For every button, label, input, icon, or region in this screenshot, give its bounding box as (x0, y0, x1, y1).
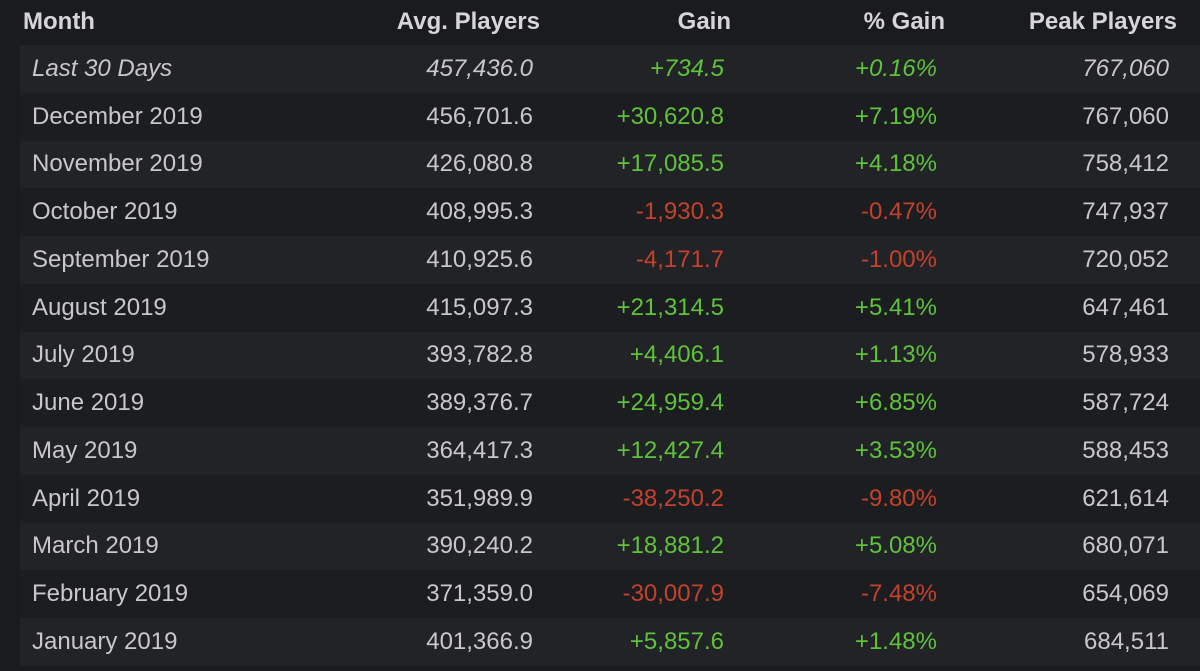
table-cell: -9.80% (860, 484, 937, 512)
table-cell: 415,097.3 (426, 293, 533, 321)
table-cell: +30,620.8 (616, 102, 724, 130)
table-cell: +1.48% (854, 627, 937, 655)
table-cell: 393,782.8 (426, 341, 533, 369)
table-cell: +0.16% (854, 54, 937, 82)
table-cell: 389,376.7 (426, 389, 533, 417)
table-cell: -4,171.7 (635, 245, 724, 273)
table-cell: February 2019 (32, 580, 189, 608)
table-cell: +12,427.4 (616, 436, 724, 464)
table-row: March 2019 390,240.2 +18,881.2 +5.08% 680,07… (20, 522, 1200, 571)
table-cell: Avg. Players (396, 8, 540, 35)
table-cell: March 2019 (32, 532, 159, 560)
table-cell: 720,052 (1082, 245, 1169, 273)
table-cell: 578,933 (1082, 341, 1169, 369)
table-cell: January 2019 (32, 627, 178, 655)
table-cell: -1,930.3 (635, 198, 724, 226)
table-cell: 457,436.0 (426, 54, 533, 82)
table-cell: 684,511 (1084, 627, 1169, 655)
table-cell: 621,614 (1082, 484, 1169, 512)
table-row: November 2019 426,080.8 +17,085.5 +4.18% 758… (20, 140, 1200, 189)
table-cell: +21,314.5 (616, 293, 724, 321)
table-cell: 410,925.6 (426, 245, 533, 273)
table-cell: 654,069 (1082, 580, 1169, 608)
table-row: June 2019 389,376.7 +24,959.4 +6.85% 587,724 (20, 379, 1200, 427)
table-cell: 426,080.8 (426, 150, 533, 178)
table-row: July 2019 393,782.8 +4,406.1 +1.13% 578,933 (20, 331, 1200, 380)
table-cell: July 2019 (32, 341, 135, 369)
table-cell: +734.5 (649, 54, 724, 82)
table-cell: 767,060 (1082, 54, 1169, 82)
table-cell: +1.13% (854, 341, 937, 369)
table-cell: 364,417.3 (426, 436, 533, 464)
table-cell: % Gain (863, 8, 945, 35)
table-row: May 2019 364,417.3 +12,427.4 +3.53% 588,453 (20, 427, 1200, 475)
table-row: August 2019 415,097.3 +21,314.5 +5.41% 647,4… (20, 283, 1200, 332)
header-row: Month Avg. Players Gain % Gain Peak Players (20, 0, 1200, 45)
table-cell: 371,359.0 (426, 580, 533, 608)
table-cell: December 2019 (32, 102, 203, 130)
table-cell: 401,366.9 (426, 627, 533, 655)
table-cell: -1.00% (860, 245, 937, 273)
table-cell: April 2019 (32, 484, 141, 512)
table-cell: +17,085.5 (616, 150, 724, 178)
table-cell: -38,250.2 (622, 484, 724, 512)
table-row: January 2019 401,366.9 +5,857.6 +1.48% 684,5… (20, 618, 1200, 666)
table-cell: +18,881.2 (616, 532, 724, 560)
table-cell: 456,701.6 (426, 102, 533, 130)
table-cell: 588,453 (1082, 436, 1169, 464)
table-cell: -30,007.9 (622, 580, 724, 608)
table-cell: +4,406.1 (629, 341, 724, 369)
table-cell: May 2019 (32, 436, 138, 464)
table-cell: +24,959.4 (616, 389, 724, 417)
table-cell: 680,071 (1082, 532, 1169, 560)
table-cell: October 2019 (32, 198, 178, 226)
table-cell: +4.18% (854, 150, 937, 178)
table-cell: +3.53% (854, 436, 937, 464)
table-cell: +5.41% (854, 293, 937, 321)
table-cell: 647,461 (1082, 293, 1169, 321)
table-row: February 2019 371,359.0 -30,007.9 -7.48% 654… (20, 570, 1200, 618)
table-cell: 587,724 (1082, 389, 1169, 417)
table-cell: +7.19% (854, 102, 937, 130)
table-cell: November 2019 (32, 150, 203, 178)
table-cell: August 2019 (32, 293, 167, 321)
table-row: October 2019 408,995.3 -1,930.3 -0.47% 747,9… (20, 188, 1200, 236)
table-cell: 758,412 (1082, 150, 1169, 178)
table-cell: Month (23, 8, 95, 35)
table-cell: 408,995.3 (426, 198, 533, 226)
table-cell: +5,857.6 (629, 627, 724, 655)
table-cell: September 2019 (32, 245, 210, 273)
table-cell: +6.85% (854, 389, 937, 417)
table-cell: Peak Players (1028, 8, 1177, 35)
table-cell: Gain (677, 8, 731, 35)
table-cell: 351,989.9 (426, 484, 533, 512)
table-cell: 767,060 (1082, 102, 1169, 130)
table-row: December 2019 456,701.6 +30,620.8 +7.19% 767… (20, 92, 1200, 141)
table-cell: June 2019 (32, 389, 145, 417)
table-cell: 747,937 (1082, 198, 1169, 226)
table-cell: Last 30 Days (32, 54, 173, 82)
table-cell: +5.08% (854, 532, 937, 560)
table-cell: -7.48% (860, 580, 937, 608)
table-row: Last 30 Days 457,436.0 +734.5 +0.16% 767,060 (20, 45, 1200, 93)
table-row: April 2019 351,989.9 -38,250.2 -9.80% 621,61… (20, 474, 1200, 523)
table-row: September 2019 410,925.6 -4,171.7 -1.00% 720… (20, 236, 1200, 284)
table-cell: 390,240.2 (426, 532, 533, 560)
table-cell: -0.47% (860, 198, 937, 226)
